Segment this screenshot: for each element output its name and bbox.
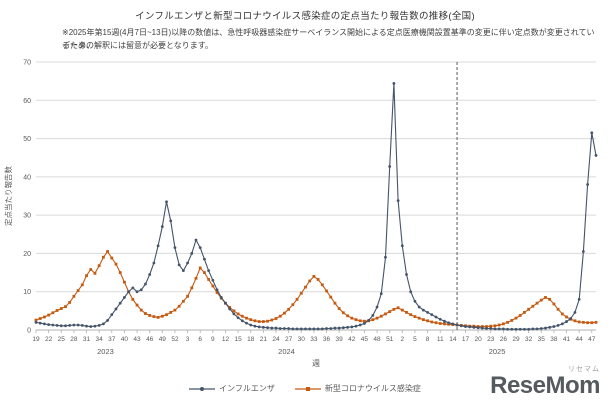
svg-text:24: 24 [272, 336, 280, 343]
svg-text:6: 6 [198, 336, 202, 343]
svg-text:11: 11 [437, 336, 444, 343]
svg-text:40: 40 [121, 336, 129, 343]
chart-title: インフルエンザと新型コロナウイルス感染症の定点当たり報告数の推移(全国) [135, 11, 475, 22]
svg-text:12: 12 [222, 336, 230, 343]
svg-text:49: 49 [159, 336, 167, 343]
svg-text:33: 33 [310, 336, 318, 343]
svg-text:9: 9 [211, 336, 215, 343]
svg-text:44: 44 [576, 336, 584, 343]
svg-text:34: 34 [96, 336, 104, 343]
svg-text:36: 36 [323, 336, 331, 343]
svg-text:19: 19 [32, 336, 40, 343]
svg-text:0: 0 [27, 328, 31, 335]
svg-text:50: 50 [23, 136, 31, 143]
svg-text:2025: 2025 [489, 347, 506, 356]
svg-text:41: 41 [563, 336, 571, 343]
svg-text:20: 20 [23, 251, 31, 258]
svg-text:32: 32 [525, 336, 533, 343]
svg-text:3: 3 [186, 336, 190, 343]
svg-text:20: 20 [474, 336, 482, 343]
svg-text:17: 17 [462, 336, 470, 343]
svg-text:5: 5 [413, 336, 417, 343]
resemom-watermark: リセマム ReseMom [490, 366, 600, 398]
svg-text:46: 46 [146, 336, 154, 343]
footnote-line-1: ※2025年第15週(4月7日~13日)以降の数値は、急性呼吸器感染症サーベイラ… [62, 28, 595, 50]
watermark-brand: ReseMom [490, 372, 600, 399]
legend-label-0: インフルエンザ [219, 384, 275, 393]
svg-text:29: 29 [512, 336, 520, 343]
svg-text:23: 23 [487, 336, 495, 343]
svg-text:14: 14 [449, 336, 457, 343]
svg-text:30: 30 [23, 213, 31, 220]
legend-item-1: 新型コロナウイルス感染症 [294, 383, 421, 394]
svg-text:40: 40 [23, 174, 31, 181]
legend-marker-square-icon [294, 386, 321, 391]
svg-text:39: 39 [336, 336, 344, 343]
svg-text:2024: 2024 [278, 347, 295, 356]
svg-text:48: 48 [373, 336, 381, 343]
legend-label-1: 新型コロナウイルス感染症 [324, 384, 421, 393]
svg-text:37: 37 [108, 336, 116, 343]
svg-text:15: 15 [234, 336, 242, 343]
grid: 0 10 20 30 40 50 60 70 [23, 60, 596, 335]
watermark-kana: リセマム [568, 366, 600, 373]
svg-text:2: 2 [401, 336, 405, 343]
svg-text:47: 47 [588, 336, 596, 343]
svg-text:38: 38 [550, 336, 558, 343]
svg-text:42: 42 [348, 336, 356, 343]
svg-text:30: 30 [298, 336, 306, 343]
svg-text:43: 43 [133, 336, 141, 343]
svg-text:51: 51 [386, 336, 394, 343]
y-axis-label: 定点当たり報告数 [3, 166, 13, 226]
svg-text:45: 45 [361, 336, 369, 343]
svg-text:27: 27 [285, 336, 293, 343]
svg-text:2023: 2023 [97, 347, 114, 356]
svg-text:10: 10 [23, 289, 31, 296]
svg-text:35: 35 [538, 336, 546, 343]
svg-text:8: 8 [426, 336, 430, 343]
x-axis-label: 週 [312, 359, 320, 368]
svg-text:31: 31 [83, 336, 91, 343]
svg-text:22: 22 [45, 336, 53, 343]
series-1 [34, 250, 598, 328]
series-0 [34, 82, 598, 331]
svg-text:60: 60 [23, 98, 31, 105]
x-axis: 19 22 25 28 31 34 37 40 43 46 49 52 3 6 9 12 15 18 21 24 27 3… [32, 330, 596, 356]
footnote-line-2: データの解釈には留意が必要となります。 [62, 41, 213, 50]
svg-text:18: 18 [247, 336, 255, 343]
svg-text:21: 21 [260, 336, 268, 343]
svg-text:52: 52 [171, 336, 179, 343]
svg-text:25: 25 [58, 336, 66, 343]
svg-text:70: 70 [23, 60, 31, 67]
legend-item-0: インフルエンザ [189, 383, 275, 394]
svg-text:28: 28 [70, 336, 78, 343]
chart-legend: インフルエンザ 新型コロナウイルス感染症 [0, 383, 610, 394]
legend-marker-dot-icon [189, 386, 216, 391]
svg-text:26: 26 [500, 336, 508, 343]
